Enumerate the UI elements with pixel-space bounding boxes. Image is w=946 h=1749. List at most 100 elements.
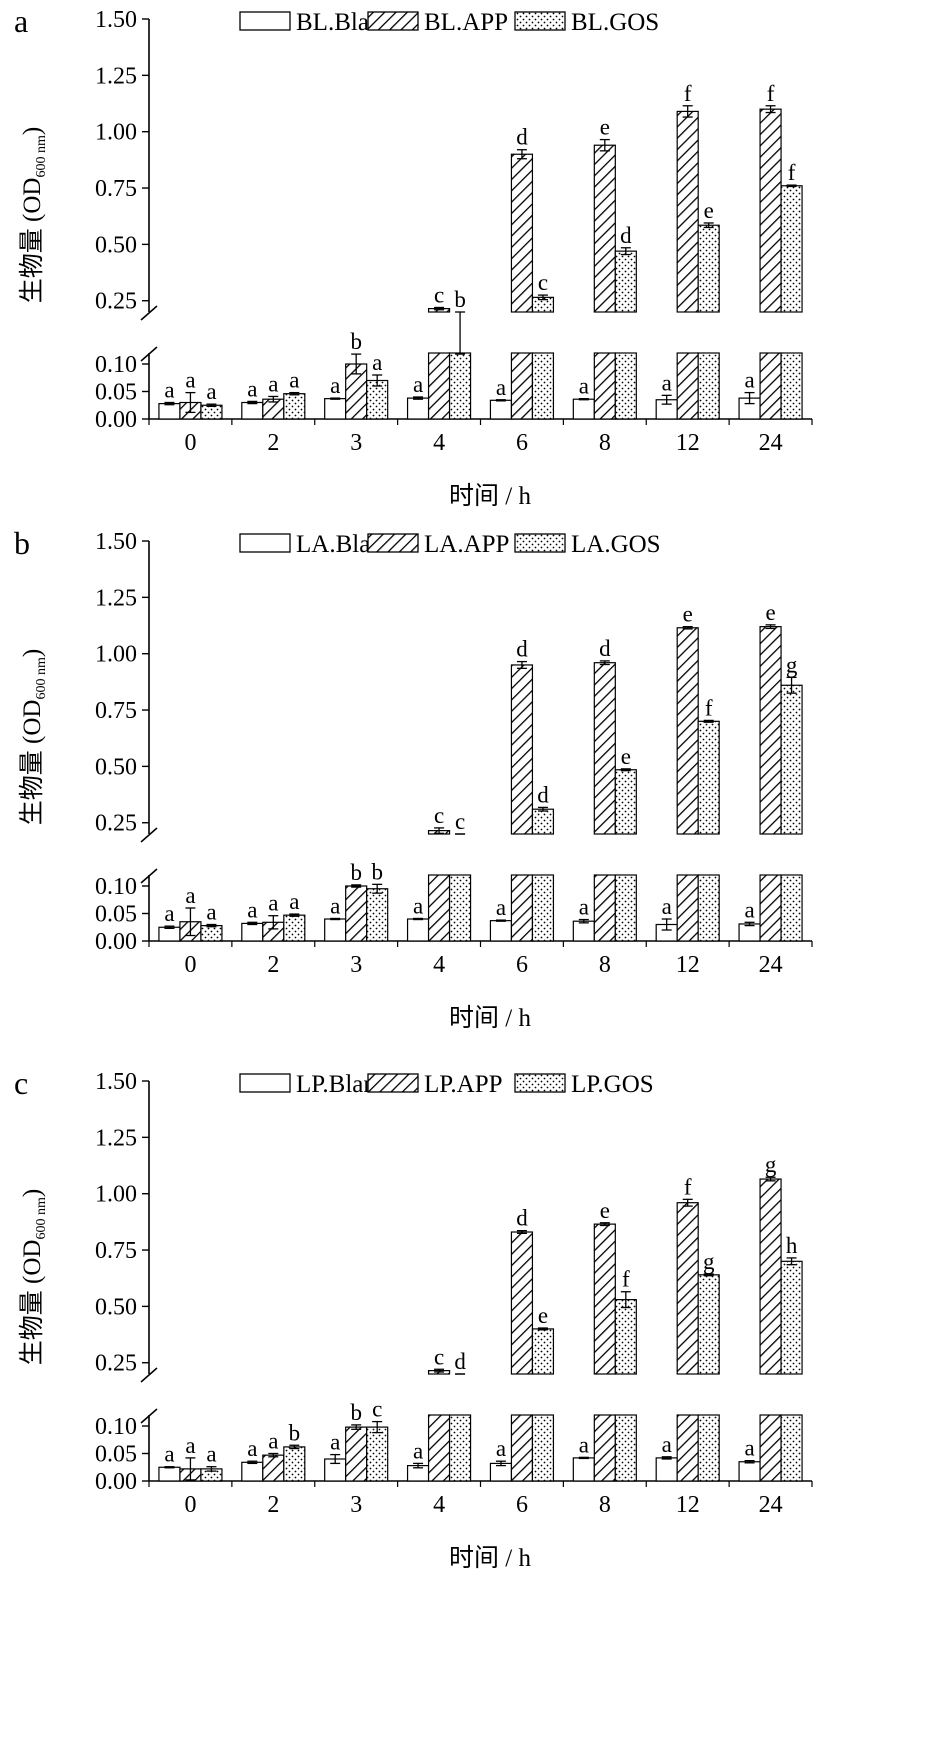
- bar: [324, 398, 347, 420]
- significance-label: a: [662, 370, 672, 395]
- bar-group: a: [738, 368, 761, 420]
- significance-label: e: [538, 1303, 548, 1328]
- bar: [531, 1414, 555, 1482]
- y-tick-label: 0.75: [95, 1238, 137, 1264]
- bar-group: f: [676, 81, 699, 420]
- y-tick-label: 0.50: [95, 754, 137, 780]
- significance-label: a: [185, 883, 195, 908]
- bar: [738, 923, 761, 942]
- bar: [697, 224, 720, 313]
- bar: [593, 874, 616, 942]
- bar: [780, 1260, 803, 1375]
- significance-label: a: [579, 895, 589, 920]
- bar-group: c: [448, 809, 472, 942]
- bar: [572, 398, 595, 420]
- significance-label: a: [206, 379, 216, 404]
- significance-label: d: [537, 782, 549, 807]
- bar: [697, 874, 720, 942]
- bar: [345, 885, 368, 942]
- x-axis-label: 时间 / h: [449, 1544, 531, 1572]
- x-tick-label: 8: [599, 430, 611, 456]
- significance-label: a: [164, 901, 174, 926]
- bar-group: a: [489, 1436, 513, 1482]
- bar-group: f: [697, 695, 720, 942]
- bar-group: e: [593, 115, 616, 420]
- y-tick-label: 0.25: [95, 811, 137, 837]
- axis-break-mark: [140, 1408, 158, 1424]
- bar-group: g: [697, 1249, 720, 1482]
- y-tick-label: 1.50: [95, 1069, 137, 1095]
- panel-letter: b: [14, 525, 30, 561]
- bar: [510, 874, 534, 942]
- significance-label: d: [454, 1349, 466, 1374]
- bar: [448, 352, 472, 420]
- bar: [345, 1426, 368, 1482]
- y-axis-label: 生物量 (OD600 nm): [18, 649, 49, 825]
- y-tick-label: 0.10: [95, 1414, 137, 1440]
- bar: [406, 397, 430, 420]
- significance-label: e: [600, 1198, 610, 1223]
- bar: [593, 352, 616, 420]
- significance-label: g: [703, 1249, 715, 1274]
- significance-label: b: [350, 860, 362, 885]
- bar-group: a: [200, 1442, 223, 1482]
- legend-swatch-dots: [514, 1073, 566, 1093]
- x-tick-label: 3: [350, 952, 362, 978]
- y-tick-label: 0.25: [95, 1351, 137, 1377]
- significance-label: a: [330, 893, 340, 918]
- y-tick-label: 1.25: [95, 63, 137, 89]
- bar-group: a: [262, 1429, 285, 1482]
- axis-break-mark: [140, 346, 158, 362]
- significance-label: a: [247, 1436, 257, 1461]
- significance-label: b: [289, 1420, 301, 1445]
- significance-label: a: [662, 1432, 672, 1457]
- bar-group: a: [179, 1433, 202, 1482]
- significance-label: f: [684, 81, 692, 106]
- legend-swatch-dots: [514, 533, 566, 553]
- bar-group: h: [780, 1233, 803, 1482]
- bar: [427, 352, 451, 420]
- bar: [283, 914, 306, 942]
- bar: [283, 393, 306, 420]
- significance-label: a: [496, 1436, 506, 1461]
- chart-panel-a: a 1.50 1.25 1.00 0.75 0.50 0.25 0.100.050.00 生物量…: [14, 3, 813, 510]
- bar-group: d: [614, 223, 637, 420]
- bar-group: a: [324, 893, 347, 942]
- y-axis-label-sub: 600 nm: [34, 135, 49, 178]
- y-tick-label: 0.05: [95, 1442, 137, 1468]
- significance-label: c: [434, 282, 444, 307]
- significance-label: e: [621, 744, 631, 769]
- legend-swatch-hatch: [367, 11, 419, 31]
- bar: [780, 352, 803, 420]
- legend-swatch-blank: [239, 533, 291, 553]
- bar-group: a: [738, 1436, 761, 1482]
- y-axis-label-sub: 600 nm: [34, 1197, 49, 1240]
- y-tick-label: 1.25: [95, 585, 137, 611]
- significance-label: g: [765, 1152, 777, 1177]
- bar-group: f: [614, 1267, 637, 1482]
- y-tick-label: 0.25: [95, 289, 137, 315]
- significance-label: a: [206, 900, 216, 925]
- x-tick-label: 6: [516, 430, 528, 456]
- significance-label: h: [786, 1233, 798, 1258]
- bar-group: g: [780, 652, 803, 942]
- bar-group: a: [262, 891, 285, 942]
- y-tick-label: 0.50: [95, 1294, 137, 1320]
- y-tick-label: 0.10: [95, 874, 137, 900]
- legend-label: BL.APP: [424, 9, 508, 36]
- x-tick-label: 0: [184, 1492, 196, 1518]
- legend-swatch-hatch: [367, 1073, 419, 1093]
- bar: [593, 144, 616, 313]
- x-tick-label: 4: [433, 952, 445, 978]
- y-axis-label-end: ): [19, 649, 46, 657]
- legend-swatch-blank: [239, 11, 291, 31]
- bar: [366, 1426, 389, 1482]
- significance-label: a: [289, 889, 299, 914]
- panel-letter: a: [14, 3, 28, 39]
- bar-group: a: [406, 1438, 430, 1482]
- chart-panel-c: c 1.50 1.25 1.00 0.75 0.50 0.25 0.100.050.00 生物量…: [14, 1065, 813, 1572]
- bar: [262, 1454, 285, 1482]
- bar-group: d: [593, 636, 616, 942]
- x-tick-label: 24: [759, 430, 783, 456]
- significance-label: a: [744, 1436, 754, 1461]
